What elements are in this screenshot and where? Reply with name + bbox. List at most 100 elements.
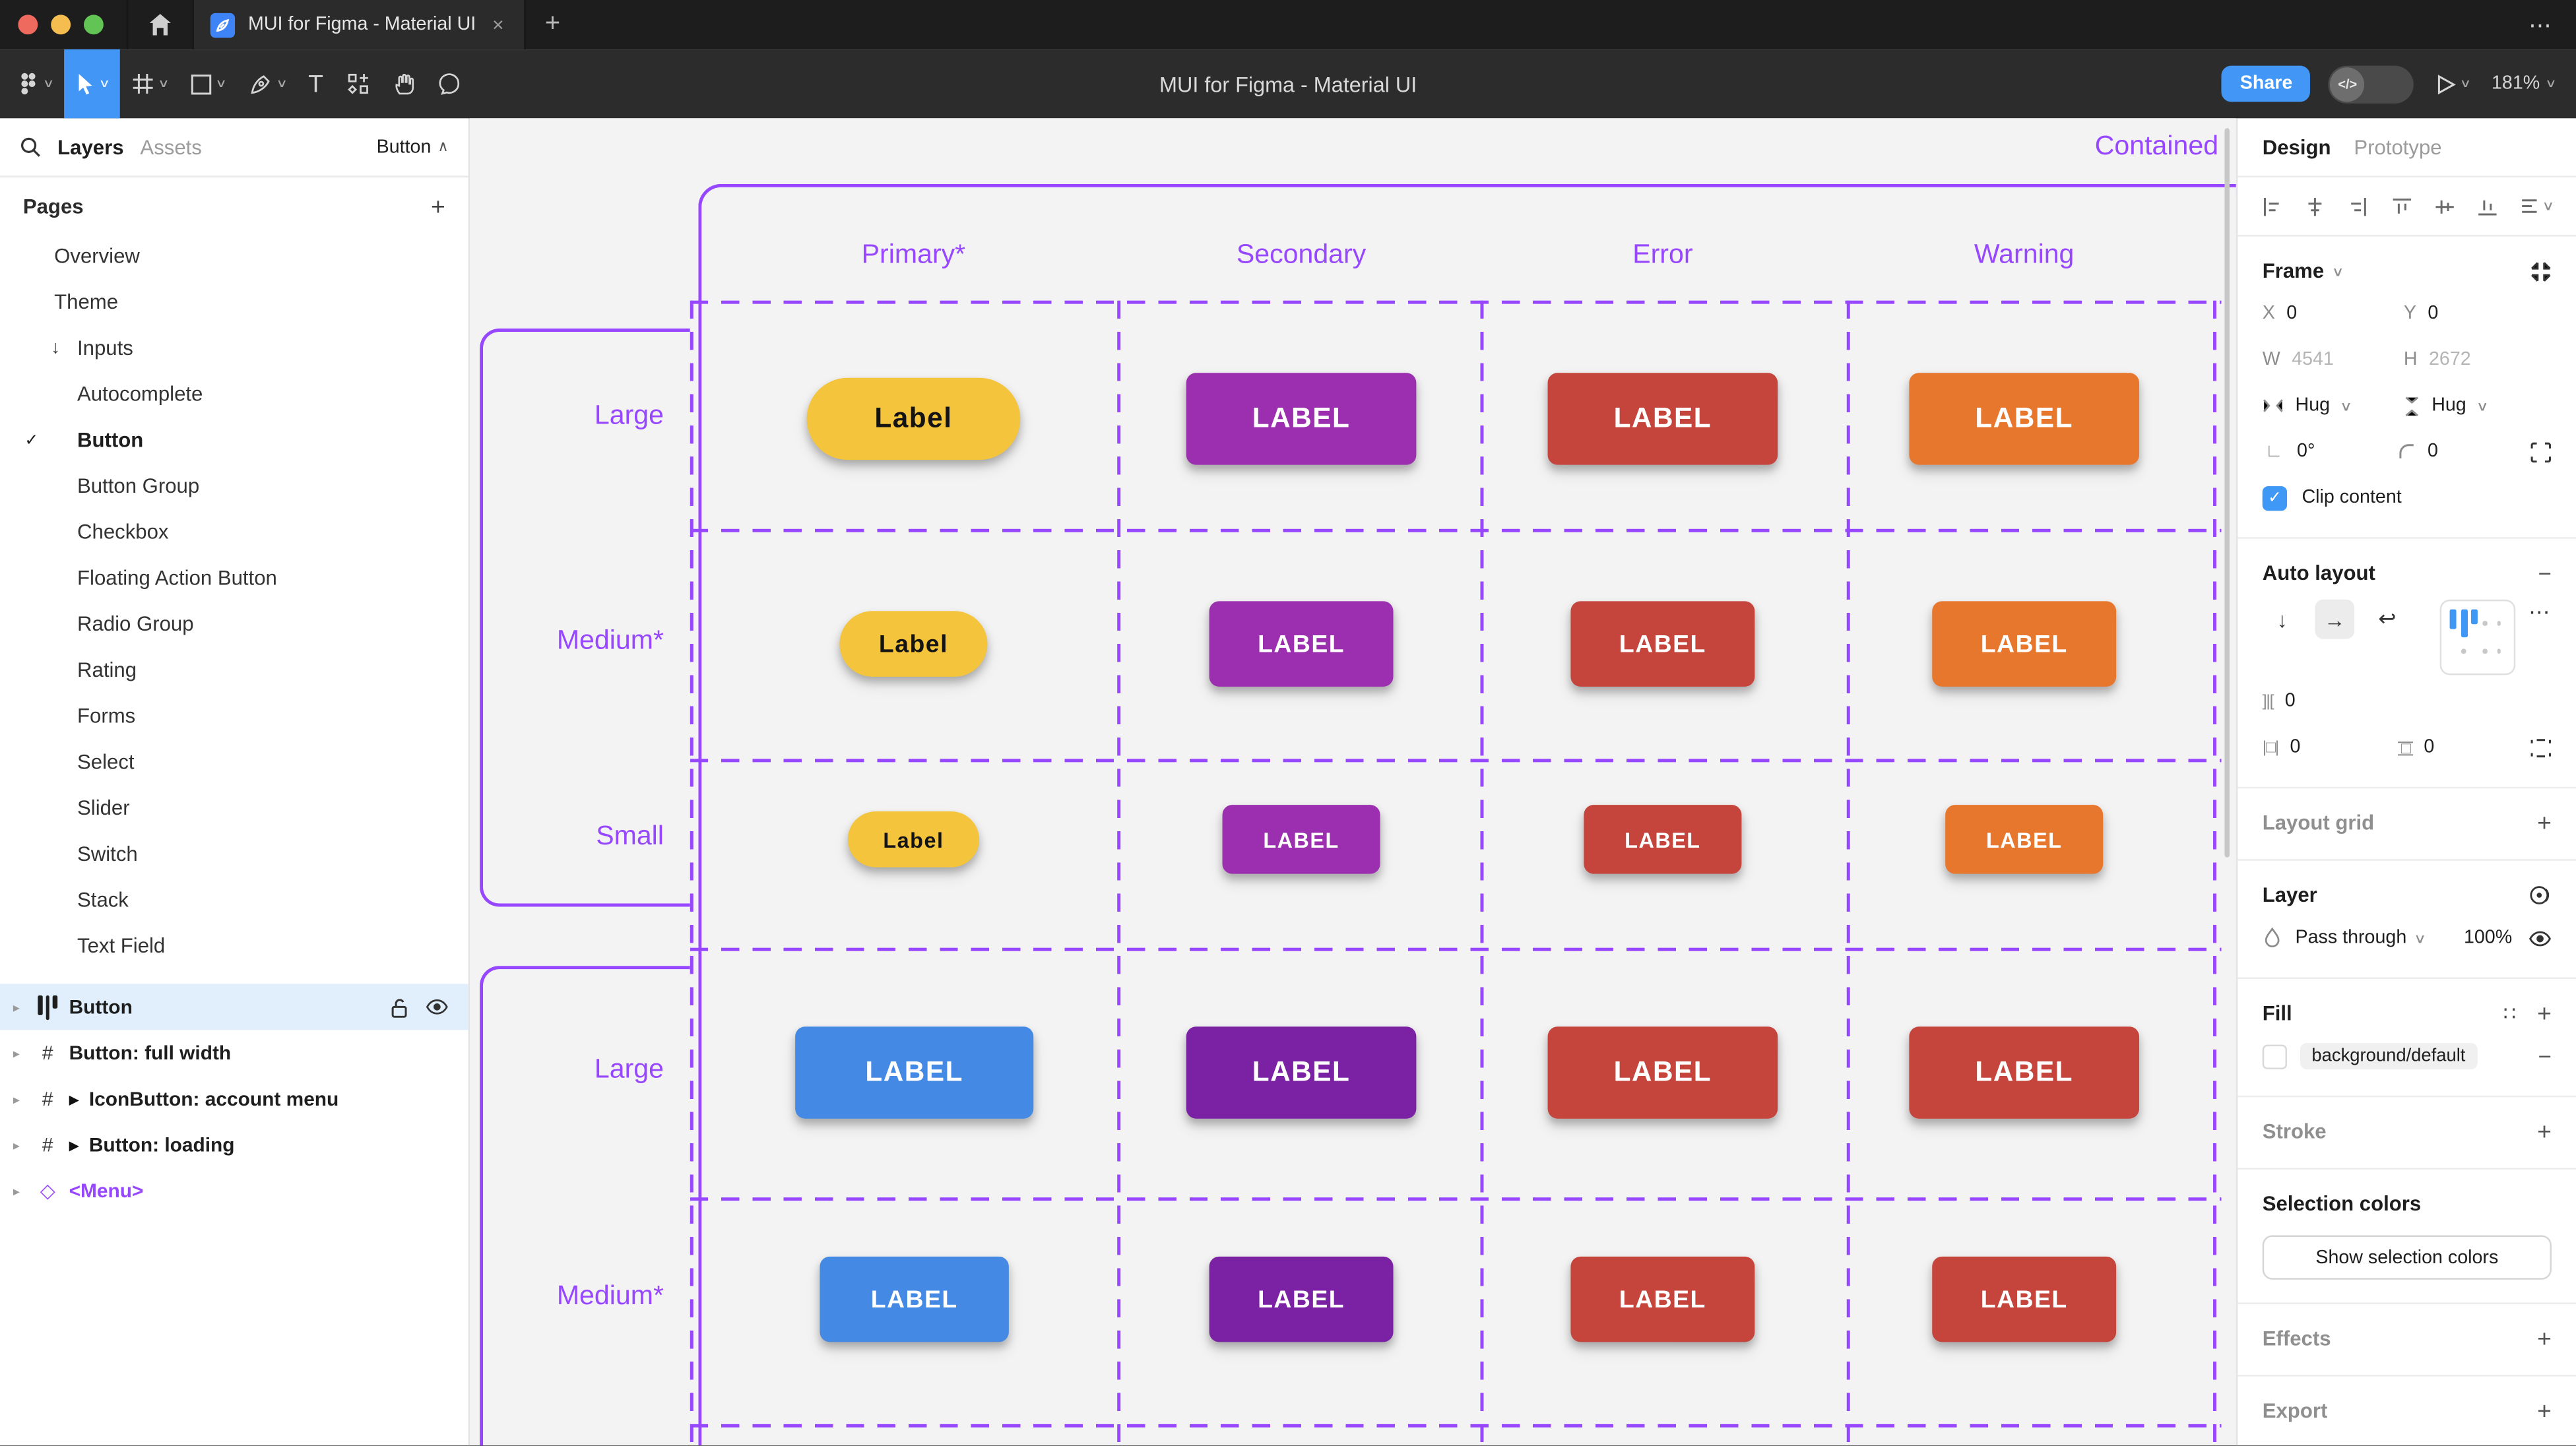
comment-tool-button[interactable] bbox=[425, 49, 471, 119]
home-button[interactable] bbox=[126, 0, 193, 49]
remove-fill-button[interactable]: − bbox=[2538, 1043, 2552, 1069]
page-item-switch[interactable]: Switch bbox=[77, 842, 138, 866]
layer-filter-dropdown[interactable]: Button ∧ bbox=[376, 137, 449, 157]
layout-horizontal-button[interactable]: → bbox=[2315, 599, 2355, 639]
present-button[interactable]: ∨ bbox=[2432, 49, 2474, 119]
add-fill-button[interactable]: + bbox=[2537, 999, 2552, 1028]
collapse-icon[interactable] bbox=[2530, 261, 2552, 282]
button-variant[interactable]: LABEL bbox=[1547, 373, 1778, 465]
layout-wrap-button[interactable]: ↩ bbox=[2378, 606, 2397, 631]
unlock-icon[interactable] bbox=[389, 996, 409, 1017]
align-bottom-icon[interactable] bbox=[2476, 195, 2499, 218]
layer-row-menu[interactable]: ▸ ◇ <Menu> bbox=[0, 1168, 468, 1214]
add-export-button[interactable]: + bbox=[2537, 1397, 2552, 1426]
page-item-button-group[interactable]: Button Group bbox=[77, 474, 200, 498]
move-tool-button[interactable]: ∨ bbox=[64, 49, 121, 119]
canvas-scrollbar[interactable] bbox=[2224, 128, 2230, 858]
page-item-forms[interactable]: Forms bbox=[77, 705, 136, 728]
button-variant[interactable]: Label bbox=[839, 611, 988, 677]
frame-tool-button[interactable]: ∨ bbox=[120, 49, 179, 119]
tab-close-icon[interactable]: × bbox=[492, 13, 504, 36]
button-variant[interactable]: LABEL bbox=[1186, 373, 1417, 465]
align-left-icon[interactable] bbox=[2261, 195, 2284, 218]
button-variant[interactable]: LABEL bbox=[1570, 601, 1755, 687]
horizontal-sizing-dropdown[interactable]: Hug ∨ bbox=[2263, 396, 2404, 416]
page-item-text-field[interactable]: Text Field bbox=[77, 934, 166, 958]
independent-corners-button[interactable] bbox=[2530, 441, 2552, 462]
caret-icon[interactable]: ▸ bbox=[13, 1183, 20, 1199]
button-variant[interactable]: LABEL bbox=[1909, 373, 2139, 465]
page-item-slider[interactable]: Slider bbox=[77, 796, 130, 820]
vertical-sizing-dropdown[interactable]: Hug ∨ bbox=[2404, 395, 2545, 416]
add-effect-button[interactable]: + bbox=[2537, 1325, 2552, 1353]
page-item-select[interactable]: Select bbox=[77, 750, 135, 774]
caret-icon[interactable]: ▸ bbox=[13, 1045, 20, 1061]
rotation-field[interactable]: ∟ 0° bbox=[2263, 442, 2397, 462]
file-tab[interactable]: MUI for Figma - Material UI × bbox=[192, 0, 526, 49]
button-variant[interactable]: LABEL bbox=[1909, 1026, 2139, 1119]
page-item-rating[interactable]: Rating bbox=[77, 658, 137, 682]
add-layout-grid-button[interactable]: + bbox=[2537, 809, 2552, 837]
text-tool-button[interactable]: T bbox=[308, 69, 324, 98]
distribute-menu[interactable]: ∨ bbox=[2519, 195, 2555, 216]
close-window-button[interactable] bbox=[18, 15, 38, 35]
styles-icon[interactable]: ∷ bbox=[2503, 1001, 2518, 1025]
align-right-icon[interactable] bbox=[2347, 195, 2370, 218]
clip-content-checkbox[interactable]: ✓ bbox=[2262, 485, 2288, 511]
fill-color-swatch[interactable] bbox=[2262, 1044, 2288, 1069]
auto-layout-more-button[interactable]: ⋯ bbox=[2528, 599, 2552, 625]
button-variant[interactable]: LABEL bbox=[1570, 1256, 1755, 1342]
align-v-center-icon[interactable] bbox=[2433, 195, 2456, 218]
blend-mode-dropdown[interactable]: Pass through bbox=[2295, 927, 2407, 948]
tab-assets[interactable]: Assets bbox=[140, 135, 202, 159]
eye-icon[interactable] bbox=[426, 996, 449, 1016]
main-menu-button[interactable]: ∨ bbox=[7, 49, 64, 119]
button-variant[interactable]: LABEL bbox=[820, 1256, 1009, 1342]
button-variant[interactable]: Label bbox=[806, 377, 1021, 460]
independent-padding-button[interactable] bbox=[2530, 737, 2552, 758]
button-variant[interactable]: LABEL bbox=[1584, 805, 1742, 874]
caret-icon[interactable]: ▸ bbox=[13, 1137, 20, 1152]
layer-row-button[interactable]: ▸ Button bbox=[0, 984, 468, 1030]
button-variant[interactable]: Label bbox=[847, 811, 980, 867]
width-field[interactable]: W 4541 bbox=[2262, 350, 2334, 370]
tab-design[interactable]: Design bbox=[2262, 135, 2331, 159]
button-variant[interactable]: LABEL bbox=[1186, 1026, 1417, 1119]
page-item-inputs[interactable]: ↓ Inputs bbox=[51, 336, 133, 360]
fill-token[interactable]: background/default bbox=[2300, 1043, 2477, 1069]
button-variant[interactable]: LABEL bbox=[1932, 601, 2117, 687]
layer-row-iconbutton-account-menu[interactable]: ▸ # ▶ IconButton: account menu bbox=[0, 1076, 468, 1122]
blend-mode-icon[interactable] bbox=[2528, 884, 2552, 907]
page-item-stack[interactable]: Stack bbox=[77, 889, 129, 912]
button-variant[interactable]: LABEL bbox=[795, 1026, 1034, 1119]
page-item-theme[interactable]: Theme bbox=[54, 290, 119, 314]
remove-auto-layout-button[interactable]: − bbox=[2538, 560, 2552, 586]
window-overflow-menu[interactable]: ⋯ bbox=[2528, 11, 2554, 38]
caret-icon[interactable]: ▸ bbox=[13, 999, 20, 1015]
vertical-padding-field[interactable]: |□| 0 bbox=[2395, 738, 2435, 757]
opacity-value[interactable]: 100% bbox=[2463, 927, 2513, 948]
tab-prototype[interactable]: Prototype bbox=[2354, 135, 2442, 159]
button-variant[interactable]: LABEL bbox=[1222, 805, 1380, 874]
frame-section-title[interactable]: Frame bbox=[2262, 259, 2325, 283]
page-item-autocomplete[interactable]: Autocomplete bbox=[77, 383, 203, 406]
corner-radius-field[interactable]: 0 bbox=[2397, 442, 2530, 462]
gap-field[interactable]: ]|[0 bbox=[2262, 691, 2296, 712]
button-variant[interactable]: LABEL bbox=[1547, 1026, 1778, 1119]
show-selection-colors-button[interactable]: Show selection colors bbox=[2262, 1235, 2552, 1280]
add-stroke-button[interactable]: + bbox=[2537, 1117, 2552, 1146]
clip-content-row[interactable]: ✓ Clip content bbox=[2262, 475, 2552, 521]
frame-title[interactable]: Contained bbox=[2094, 131, 2219, 162]
button-variant[interactable]: LABEL bbox=[1209, 601, 1394, 687]
button-variant[interactable]: LABEL bbox=[1945, 805, 2104, 874]
page-item-fab[interactable]: Floating Action Button bbox=[77, 567, 277, 590]
resources-tool-button[interactable] bbox=[335, 49, 381, 119]
page-item-overview[interactable]: Overview bbox=[54, 245, 140, 268]
tab-layers[interactable]: Layers bbox=[57, 135, 124, 159]
button-variant[interactable]: LABEL bbox=[1209, 1256, 1394, 1342]
page-item-radio-group[interactable]: Radio Group bbox=[77, 612, 194, 636]
zoom-window-button[interactable] bbox=[83, 15, 104, 35]
canvas[interactable]: Contained Primary* Secondary Error Warni… bbox=[470, 118, 2236, 1446]
